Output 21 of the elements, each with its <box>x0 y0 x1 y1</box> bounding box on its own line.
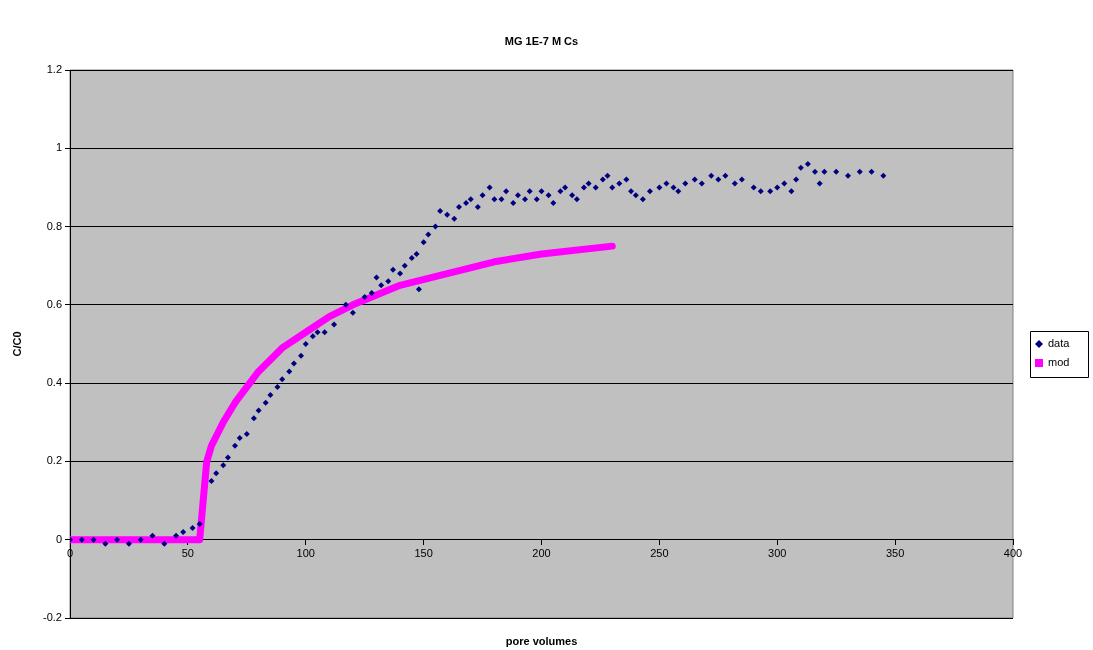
y-tick-label: -0.2 <box>43 611 62 624</box>
x-tick-label: 300 <box>768 547 787 560</box>
x-tick-label: 50 <box>181 547 194 560</box>
y-tick-label: 1 <box>55 141 62 154</box>
x-tick-label: 250 <box>650 547 669 560</box>
x-tick-label: 400 <box>1003 547 1023 560</box>
y-tick-label: 1.2 <box>46 63 62 76</box>
chart-title: MG 1E-7 M Cs <box>504 35 579 48</box>
legend-label: data <box>1048 337 1071 350</box>
legend-label: mod <box>1048 356 1070 369</box>
y-tick-label: 0.4 <box>46 376 62 389</box>
x-axis-title: pore volumes <box>505 635 578 648</box>
y-tick-label: 0 <box>55 532 62 545</box>
y-tick-label: 0.2 <box>46 454 62 467</box>
y-tick-label: 0.6 <box>46 297 62 310</box>
x-tick-label: 150 <box>414 547 433 560</box>
x-tick-label: 350 <box>885 547 905 560</box>
y-tick-label: 0.8 <box>46 219 62 232</box>
x-tick-label: 200 <box>532 547 551 560</box>
y-axis-title: C/C0 <box>11 331 24 357</box>
x-tick-label: 100 <box>296 547 315 560</box>
